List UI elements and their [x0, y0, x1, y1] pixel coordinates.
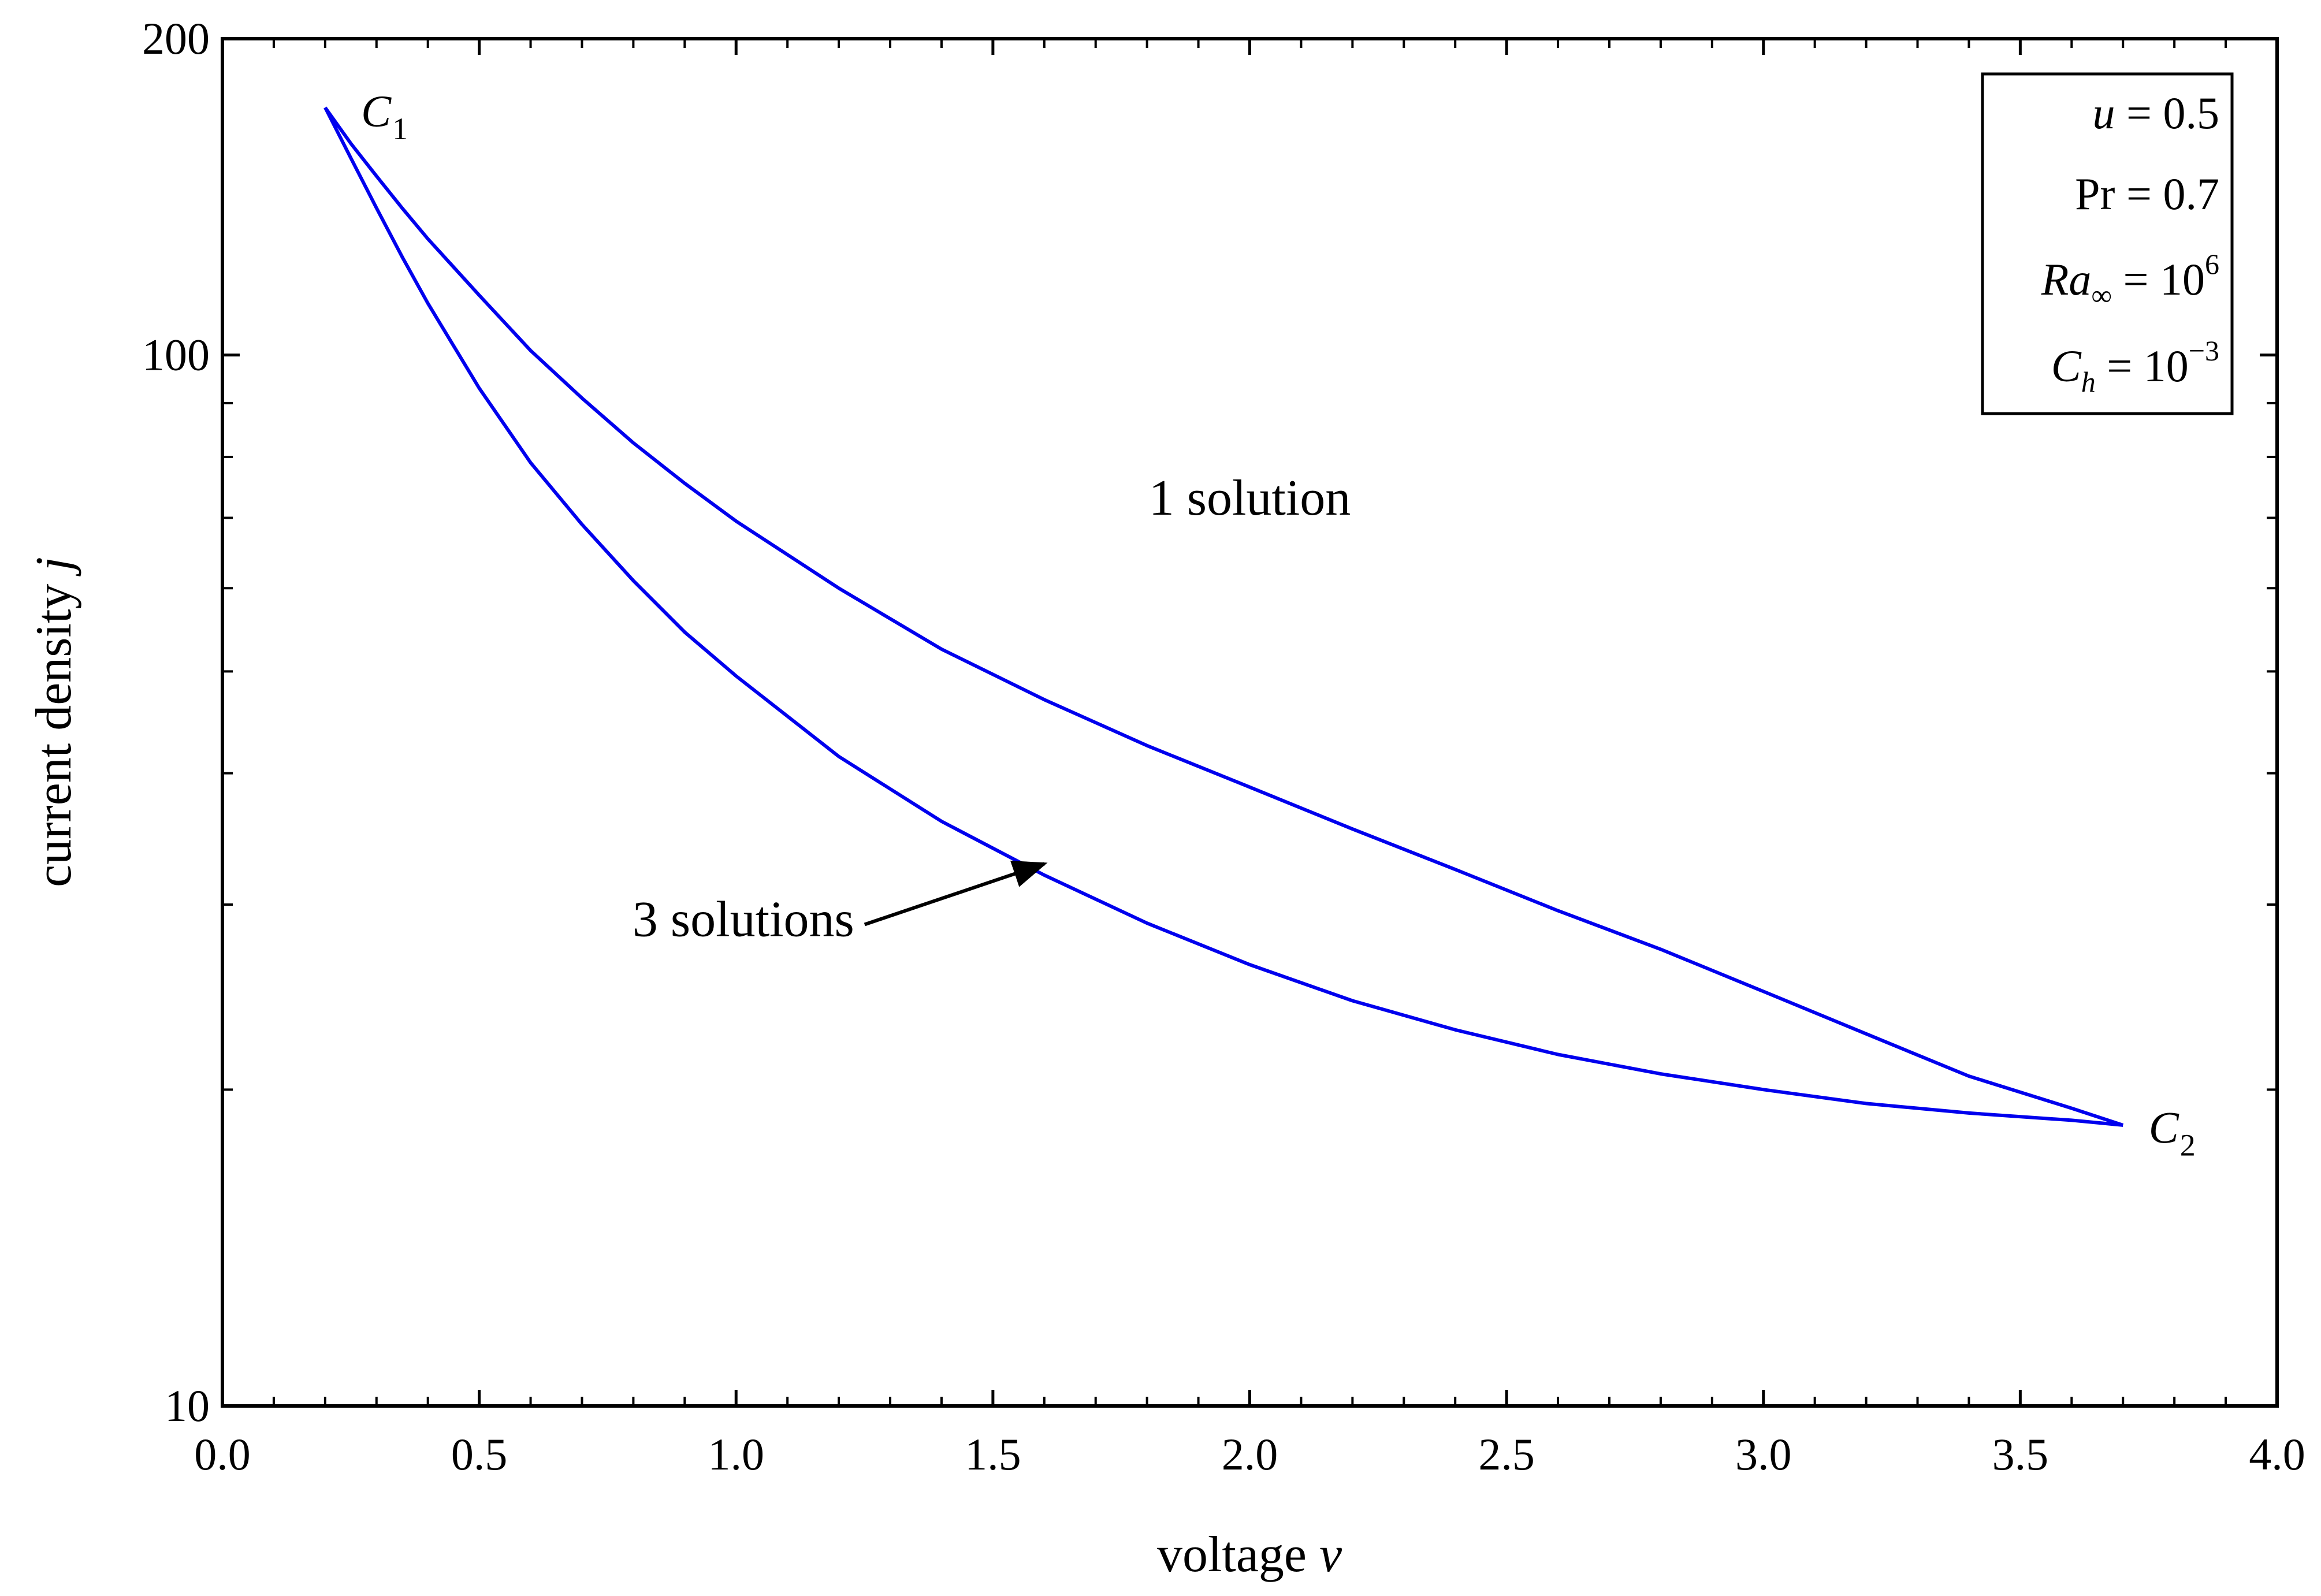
param-u-name: u [2093, 88, 2115, 138]
three-solutions-arrow [864, 860, 1048, 927]
plot-frame [221, 37, 2279, 1408]
label-c2-letter: C [2149, 1102, 2179, 1152]
y-tick-label: 200 [142, 13, 210, 64]
param-pr-name: Pr [2075, 169, 2115, 219]
annotations: C1 C2 1 solution 3 solutions [361, 86, 2196, 1162]
x-tick-label: 1.0 [708, 1429, 765, 1479]
y-axis-label: current density j [26, 557, 82, 887]
param-ra: Ra∞ = 106 [2041, 248, 2219, 311]
x-tick-label: 2.0 [1222, 1429, 1278, 1479]
parameter-box: u = 0.5 Pr = 0.7 Ra∞ = 106 Ch = 10−3 [1981, 72, 2234, 415]
axis-ticks: 0.0 0.5 1.0 1.5 2.0 2.5 3.0 3.5 4.0 10 100 200 [142, 13, 2305, 1479]
param-ch-value: 10 [2144, 341, 2189, 391]
param-pr: Pr = 0.7 [2075, 169, 2219, 219]
y-tick-label: 100 [142, 330, 210, 380]
param-ra-value: 10 [2160, 254, 2205, 304]
param-ra-name: Ra [2041, 254, 2092, 304]
param-u: u = 0.5 [2093, 88, 2220, 138]
param-ch-sub: h [2081, 366, 2096, 398]
x-tick-label: 2.5 [1478, 1429, 1535, 1479]
label-c2: C2 [2149, 1102, 2196, 1162]
x-tick-label: 0.5 [451, 1429, 508, 1479]
series-line-2 [323, 106, 2123, 1127]
x-axis-label-var: v [1319, 1527, 1342, 1583]
y-axis-label-text: current density [26, 584, 82, 887]
param-ra-sub: ∞ [2091, 279, 2112, 311]
param-ch-sup: −3 [2189, 334, 2219, 367]
label-three-solutions: 3 solutions [633, 891, 854, 947]
param-pr-value: 0.7 [2163, 169, 2220, 219]
parameter-box-frame [1981, 72, 2234, 415]
y-tick-label: 10 [165, 1381, 210, 1431]
label-c1: C1 [361, 86, 408, 146]
param-ch: Ch = 10−3 [2051, 334, 2219, 398]
x-tick-label: 1.5 [965, 1429, 1021, 1479]
x-tick-label: 3.0 [1735, 1429, 1792, 1479]
label-c2-sub: 2 [2180, 1128, 2196, 1162]
series-line-1 [323, 106, 2124, 1127]
label-c1-letter: C [361, 86, 392, 136]
param-u-value: 0.5 [2163, 88, 2220, 138]
x-axis-label: voltage v [1157, 1527, 1342, 1583]
series-layer [323, 106, 2124, 1127]
param-ch-name: C [2051, 341, 2082, 391]
param-ra-sup: 6 [2205, 248, 2219, 280]
label-c1-sub: 1 [392, 111, 408, 146]
x-axis-label-text: voltage [1157, 1527, 1307, 1583]
x-tick-label: 3.5 [1992, 1429, 2049, 1479]
x-tick-label: 4.0 [2249, 1429, 2305, 1479]
x-tick-label: 0.0 [194, 1429, 251, 1479]
label-one-solution: 1 solution [1149, 470, 1351, 526]
